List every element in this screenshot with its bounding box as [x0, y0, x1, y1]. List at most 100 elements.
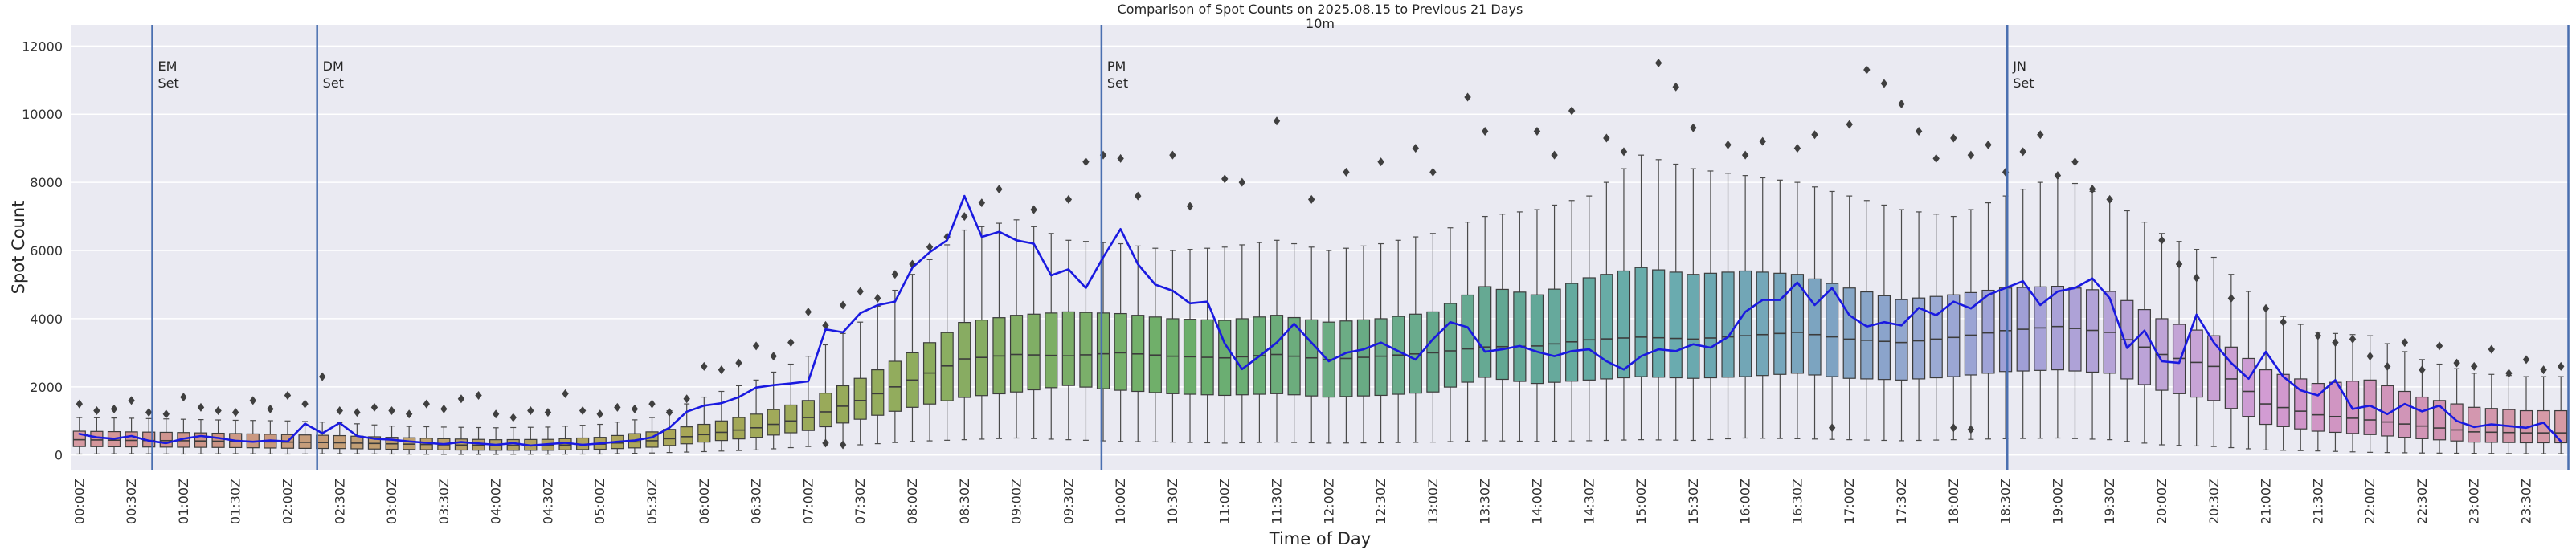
outlier-diamond	[2054, 171, 2062, 181]
outlier-diamond	[475, 390, 482, 400]
outlier-diamond	[770, 352, 777, 361]
x-tick-label: 05:00Z	[592, 479, 607, 524]
outlier-diamond	[1117, 153, 1124, 163]
x-tick-label: 06:30Z	[749, 479, 764, 524]
outlier-diamond	[1273, 116, 1281, 126]
outlier-diamond	[839, 300, 847, 310]
outlier-diamond	[231, 408, 239, 417]
outlier-diamond	[1967, 150, 1975, 160]
event-line-label: DM Set	[323, 59, 344, 91]
outlier-diamond	[596, 409, 603, 419]
boxplot-box	[819, 393, 832, 428]
outlier-diamond	[1863, 65, 1871, 75]
boxplot-box	[680, 426, 693, 445]
outlier-diamond	[1846, 120, 1853, 129]
boxplot-box	[1027, 313, 1041, 391]
boxplot-box	[1079, 312, 1093, 388]
outlier-diamond	[926, 242, 934, 252]
boxplot-box	[1548, 288, 1561, 383]
outlier-diamond	[2262, 303, 2270, 313]
boxplot-box	[333, 434, 346, 450]
outlier-diamond	[2540, 365, 2547, 375]
outlier-diamond	[405, 409, 413, 419]
outlier-diamond	[1464, 92, 1471, 102]
boxplot-box	[1773, 272, 1787, 375]
boxplot-box	[1009, 315, 1024, 393]
x-tick-label: 19:00Z	[2050, 479, 2065, 524]
outlier-diamond	[1620, 147, 1628, 157]
boxplot-box	[1929, 295, 1943, 379]
x-tick-label: 07:30Z	[853, 479, 868, 524]
boxplot-box	[1877, 295, 1891, 381]
outlier-diamond	[1793, 144, 1801, 153]
outlier-diamond	[162, 409, 170, 419]
x-tick-label: 21:00Z	[2259, 479, 2274, 524]
outlier-diamond	[370, 402, 378, 412]
outlier-diamond	[822, 320, 829, 330]
y-tick-label: 4000	[30, 312, 63, 327]
x-tick-label: 17:30Z	[1894, 479, 1909, 524]
boxplot-box	[1964, 291, 1977, 376]
outlier-diamond	[1551, 150, 1558, 160]
y-tick-label: 10000	[22, 107, 63, 122]
boxplot-box	[749, 413, 763, 438]
outlier-diamond	[1898, 99, 1905, 108]
outlier-layer	[76, 59, 2565, 450]
boxplot-box	[159, 431, 173, 448]
outlier-diamond	[1221, 174, 1229, 184]
x-tick-label: 10:00Z	[1113, 479, 1128, 524]
outlier-diamond	[544, 408, 552, 417]
boxplot-box	[1443, 303, 1458, 388]
outlier-diamond	[2071, 157, 2079, 167]
boxplot-box	[125, 431, 138, 448]
outlier-diamond	[1169, 150, 1176, 160]
outlier-diamond	[1690, 123, 1697, 132]
outlier-diamond	[978, 198, 986, 208]
boxplot-box	[714, 420, 728, 442]
x-tick-label: 11:00Z	[1217, 479, 1233, 524]
x-tick-label: 00:00Z	[72, 479, 87, 524]
y-axis-label: Spot Count	[9, 201, 28, 295]
outlier-diamond	[93, 406, 100, 416]
boxplot-box	[2068, 287, 2082, 372]
outlier-diamond	[1186, 202, 1194, 211]
outlier-diamond	[457, 394, 465, 404]
outlier-diamond	[1030, 205, 1037, 214]
x-tick-label: 06:00Z	[697, 479, 712, 524]
x-tick-label: 13:00Z	[1425, 479, 1441, 524]
outlier-diamond	[2401, 338, 2409, 348]
x-tick-label: 01:00Z	[176, 479, 191, 524]
boxplot-box	[1426, 311, 1440, 393]
x-tick-label: 16:30Z	[1789, 479, 1805, 524]
boxplot-box	[2329, 381, 2342, 434]
chart-subtitle: 10m	[1306, 16, 1335, 31]
outlier-diamond	[2088, 185, 2096, 194]
y-tick-label: 12000	[22, 39, 63, 54]
outlier-diamond	[1343, 167, 1350, 177]
boxplot-box	[1530, 294, 1544, 385]
outlier-diamond	[2488, 344, 2496, 354]
x-tick-label: 01:30Z	[228, 479, 243, 524]
outlier-diamond	[1377, 157, 1384, 167]
boxplot-box	[1617, 270, 1631, 379]
outlier-diamond	[1082, 157, 1090, 167]
x-tick-label: 04:00Z	[489, 479, 504, 524]
boxplot-box	[1096, 312, 1110, 389]
outlier-diamond	[128, 396, 135, 405]
outlier-diamond	[1603, 133, 1610, 143]
outlier-diamond	[2227, 293, 2235, 303]
boxplot-box	[2034, 286, 2047, 371]
boxplot-box	[1721, 271, 1735, 378]
boxplot-box	[871, 369, 885, 416]
x-tick-label: 08:00Z	[905, 479, 920, 524]
outlier-diamond	[1741, 150, 1749, 160]
outlier-diamond	[996, 185, 1003, 194]
outlier-diamond	[2419, 365, 2426, 375]
outlier-diamond	[1654, 59, 1662, 68]
boxplot-box	[1600, 274, 1613, 380]
outlier-diamond	[631, 404, 639, 413]
boxplot-box	[958, 322, 971, 398]
boxplot-box	[767, 409, 780, 436]
outlier-diamond	[1950, 423, 1957, 433]
x-tick-label: 09:30Z	[1061, 479, 1076, 524]
